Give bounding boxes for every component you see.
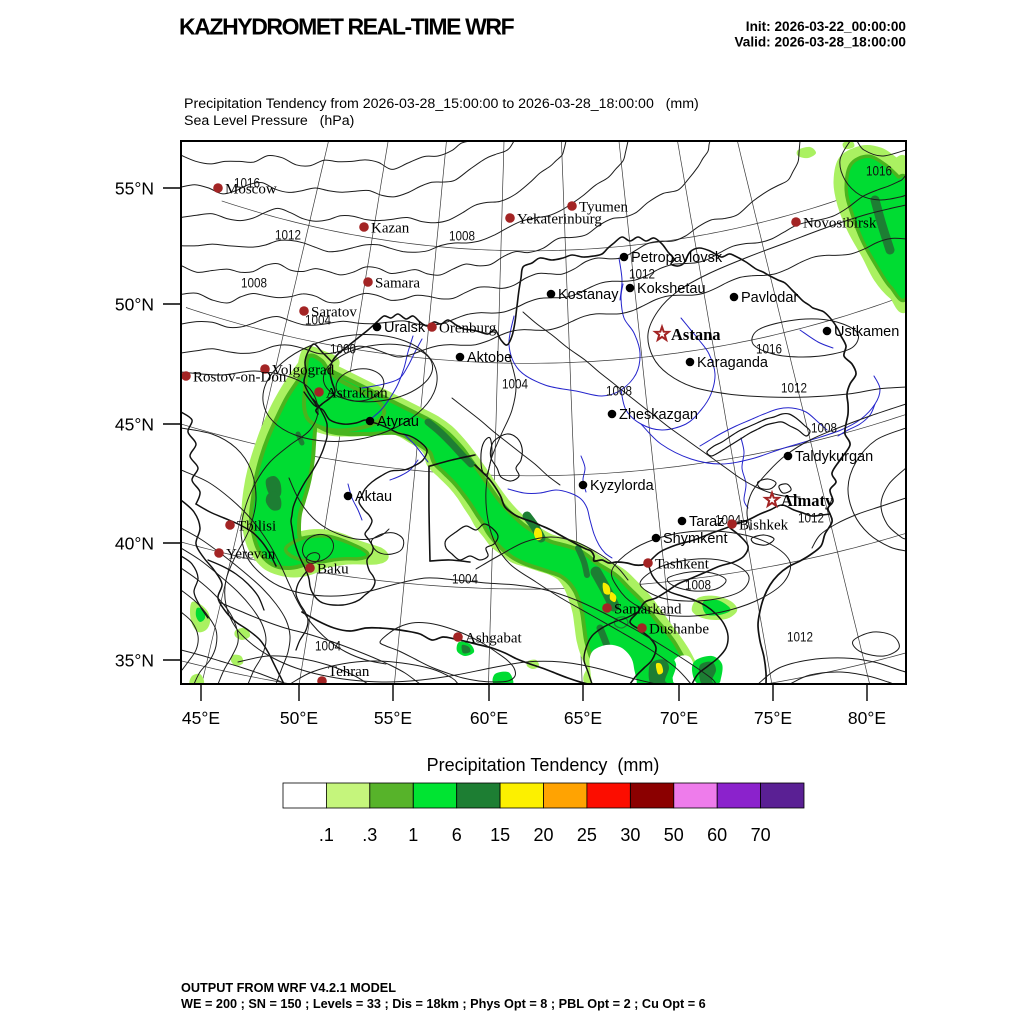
svg-text:1: 1 <box>408 825 418 845</box>
svg-text:45°E: 45°E <box>182 708 220 728</box>
svg-text:75°E: 75°E <box>754 708 792 728</box>
svg-text:45°N: 45°N <box>115 415 154 435</box>
svg-text:Init: 2026-03-22_00:00:00: Init: 2026-03-22_00:00:00 <box>746 19 906 34</box>
svg-text:Astrakhan: Astrakhan <box>326 386 388 402</box>
svg-text:1012: 1012 <box>798 511 824 526</box>
svg-text:Taldykurgan: Taldykurgan <box>795 449 873 465</box>
svg-text:80°E: 80°E <box>848 708 886 728</box>
svg-text:Precipitation Tendency from 20: Precipitation Tendency from 2026-03-28_1… <box>184 96 699 112</box>
svg-text:WE = 200 ; SN = 150 ; Levels =: WE = 200 ; SN = 150 ; Levels = 33 ; Dis … <box>181 997 706 1011</box>
svg-text:Samarkand: Samarkand <box>614 602 682 618</box>
svg-text:55°N: 55°N <box>115 179 154 199</box>
svg-text:Shymkent: Shymkent <box>663 531 727 547</box>
svg-text:1008: 1008 <box>606 384 632 399</box>
svg-text:50: 50 <box>664 825 684 845</box>
svg-text:Tyumen: Tyumen <box>579 200 628 216</box>
svg-text:Kostanay: Kostanay <box>558 287 619 303</box>
svg-text:Yekaterinburg: Yekaterinburg <box>517 212 602 228</box>
svg-text:Kazan: Kazan <box>371 221 410 237</box>
svg-text:1012: 1012 <box>787 630 813 645</box>
svg-text:Astana: Astana <box>671 325 721 344</box>
svg-text:Aktobe: Aktobe <box>467 350 512 366</box>
svg-text:50°N: 50°N <box>115 295 154 315</box>
svg-text:6: 6 <box>452 825 462 845</box>
svg-text:Tehran: Tehran <box>328 664 370 680</box>
svg-text:1000: 1000 <box>330 342 356 357</box>
svg-text:Petropavlovsk: Petropavlovsk <box>631 250 723 266</box>
svg-text:70: 70 <box>751 825 771 845</box>
svg-text:Ustkamen: Ustkamen <box>834 324 899 340</box>
svg-text:Saratov: Saratov <box>311 305 357 321</box>
svg-text:1016: 1016 <box>756 342 782 357</box>
svg-text:Samara: Samara <box>375 276 420 292</box>
svg-text:.1: .1 <box>319 825 334 845</box>
svg-text:65°E: 65°E <box>564 708 602 728</box>
svg-text:30: 30 <box>620 825 640 845</box>
svg-text:Yerevan: Yerevan <box>226 547 276 563</box>
svg-text:Bishkek: Bishkek <box>739 518 789 534</box>
svg-text:1012: 1012 <box>275 228 301 243</box>
svg-text:35°N: 35°N <box>115 651 154 671</box>
svg-text:15: 15 <box>490 825 510 845</box>
svg-text:Precipitation Tendency (mm): Precipitation Tendency (mm) <box>427 755 660 775</box>
svg-text:KAZHYDROMET REAL-TIME WRF: KAZHYDROMET REAL-TIME WRF <box>179 14 515 40</box>
svg-text:Kyzylorda: Kyzylorda <box>590 478 655 494</box>
svg-text:.3: .3 <box>362 825 377 845</box>
svg-text:1008: 1008 <box>449 229 475 244</box>
svg-text:1008: 1008 <box>811 421 837 436</box>
svg-text:Almaty: Almaty <box>781 491 834 510</box>
svg-text:1016: 1016 <box>866 164 892 179</box>
svg-text:Baku: Baku <box>317 562 349 578</box>
svg-text:1012: 1012 <box>781 381 807 396</box>
svg-text:OUTPUT FROM WRF V4.2.1 MODEL: OUTPUT FROM WRF V4.2.1 MODEL <box>181 981 396 995</box>
svg-text:Zheskazgan: Zheskazgan <box>619 407 698 423</box>
svg-text:Orenburg: Orenburg <box>439 321 497 337</box>
svg-text:1008: 1008 <box>241 276 267 291</box>
svg-text:70°E: 70°E <box>660 708 698 728</box>
svg-text:1004: 1004 <box>452 572 478 587</box>
svg-text:Pavlodar: Pavlodar <box>741 290 798 306</box>
svg-text:Sea Level Pressure (hPa): Sea Level Pressure (hPa) <box>184 113 354 129</box>
svg-text:1004: 1004 <box>315 639 341 654</box>
svg-text:20: 20 <box>533 825 553 845</box>
svg-text:50°E: 50°E <box>280 708 318 728</box>
svg-text:60°E: 60°E <box>470 708 508 728</box>
svg-text:Aktau: Aktau <box>355 489 392 505</box>
svg-text:25: 25 <box>577 825 597 845</box>
svg-text:Karaganda: Karaganda <box>697 355 769 371</box>
svg-text:1008: 1008 <box>685 578 711 593</box>
svg-text:Kokshetau: Kokshetau <box>637 281 706 297</box>
svg-text:55°E: 55°E <box>374 708 412 728</box>
svg-text:Atyrau: Atyrau <box>377 414 419 430</box>
svg-text:Novosibirsk: Novosibirsk <box>803 216 877 232</box>
svg-text:1004: 1004 <box>305 313 331 328</box>
svg-text:Ashgabat: Ashgabat <box>465 631 522 647</box>
svg-text:40°N: 40°N <box>115 534 154 554</box>
svg-text:Taraz: Taraz <box>689 514 724 530</box>
svg-text:Uralsk: Uralsk <box>384 320 426 336</box>
svg-text:Dushanbe: Dushanbe <box>649 622 709 638</box>
svg-text:Valid: 2026-03-28_18:00:00: Valid: 2026-03-28_18:00:00 <box>734 35 906 50</box>
svg-text:Moscow: Moscow <box>225 182 277 198</box>
svg-text:1004: 1004 <box>502 377 528 392</box>
svg-text:1012: 1012 <box>629 267 655 282</box>
svg-text:Tashkent: Tashkent <box>655 557 710 573</box>
svg-text:Tbilisi: Tbilisi <box>237 519 276 535</box>
svg-text:Volgograd: Volgograd <box>272 363 335 379</box>
svg-text:60: 60 <box>707 825 727 845</box>
svg-text:1016: 1016 <box>234 176 260 191</box>
svg-text:Rostov-on-Don: Rostov-on-Don <box>193 370 287 386</box>
